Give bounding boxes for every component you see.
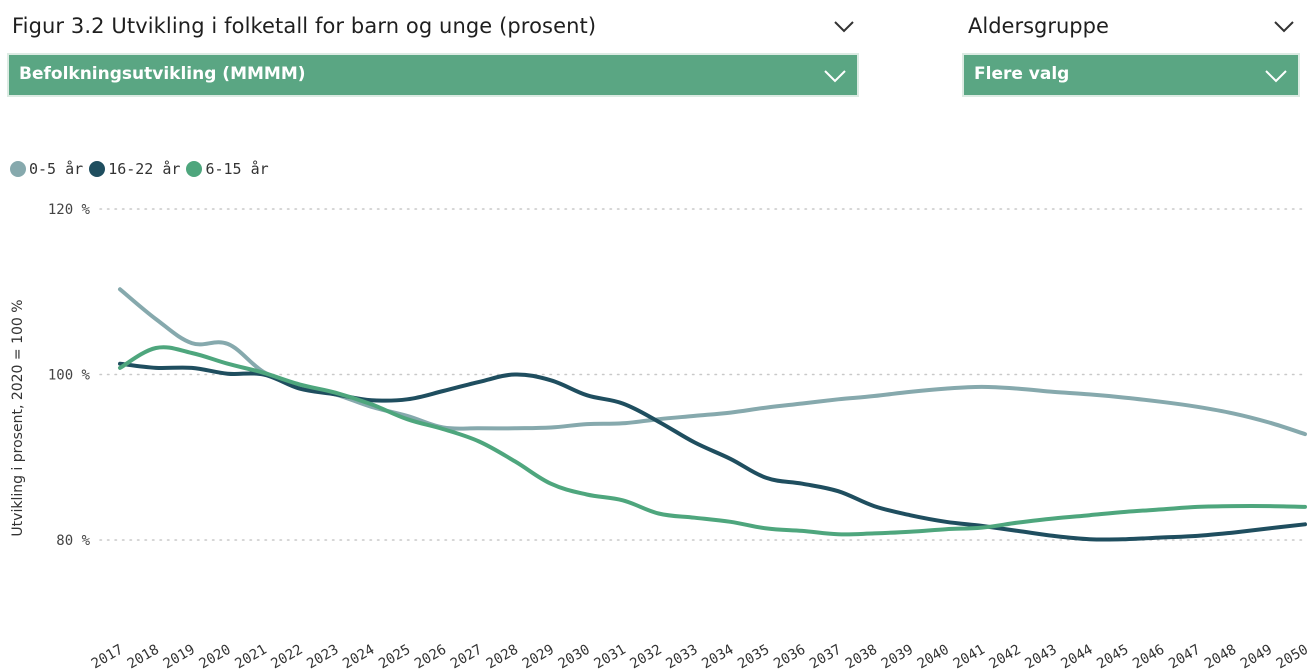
legend-item-0-5[interactable]: 0-5 år [10,160,83,178]
x-tick-label: 2032 [627,642,664,671]
chevron-down-icon [824,70,846,83]
series-line-16-22[interactable] [118,361,1307,542]
x-tick-label: 2046 [1130,642,1167,671]
x-tick-label: 2029 [520,642,557,671]
x-tick-label: 2045 [1094,642,1131,671]
y-axis-title: Utvikling i prosent, 2020 = 100 % [10,299,26,536]
series-line-0-5[interactable] [118,287,1307,437]
x-tick-label: 2021 [232,642,269,671]
legend-marker [10,161,26,177]
x-tick-label: 2044 [1058,642,1095,671]
x-tick-label: 2031 [592,642,629,671]
chevron-down-icon [1265,70,1287,83]
x-tick-label: 2047 [1166,642,1203,671]
x-tick-label: 2028 [484,642,521,671]
x-tick-label: 2027 [448,642,485,671]
chevron-down-icon[interactable] [1273,18,1295,34]
chart-legend: 0-5 år 16-22 år 6-15 år [10,158,275,180]
x-tick-label: 2026 [412,642,449,671]
x-tick-label: 2036 [771,642,808,671]
chevron-down-icon[interactable] [833,18,855,34]
x-tick-label: 2039 [879,642,916,671]
legend-label: 0-5 år [29,160,84,178]
x-tick-label: 2041 [951,642,988,671]
x-tick-label: 2019 [161,642,198,671]
series-line-6-15[interactable] [118,345,1307,537]
x-tick-label: 2022 [268,642,305,671]
agegroup-dropdown[interactable]: Flere valg [964,55,1298,95]
y-tick-label: 80 % [56,533,90,549]
x-tick-label: 2025 [376,642,413,671]
chart-title: Figur 3.2 Utvikling i folketall for barn… [12,14,597,38]
x-tick-label: 2017 [89,642,126,671]
y-tick-label: 100 % [48,368,91,384]
measure-dropdown[interactable]: Befolkningsutvikling (MMMM) [9,55,857,95]
x-tick-label: 2042 [987,642,1024,671]
y-tick-label: 120 % [48,202,91,218]
x-tick-label: 2048 [1202,642,1239,671]
x-tick-label: 2024 [340,642,377,671]
x-tick-label: 2043 [1022,642,1059,671]
x-tick-label: 2034 [699,642,736,671]
x-tick-label: 2050 [1274,642,1309,671]
legend-marker [89,161,106,177]
x-tick-label: 2040 [915,642,952,671]
x-tick-label: 2038 [843,642,880,671]
filter-label-agegroup: Aldersgruppe [968,14,1109,38]
x-tick-label: 2033 [663,642,700,671]
x-tick-label: 2018 [125,642,162,671]
legend-label: 16-22 år [108,160,181,178]
x-tick-label: 2037 [807,642,844,671]
legend-label: 6-15 år [205,160,269,178]
legend-item-6-15[interactable]: 6-15 år [186,160,269,178]
x-tick-label: 2020 [197,642,234,671]
legend-marker [186,161,203,177]
agegroup-dropdown-value: Flere valg [974,64,1070,84]
x-tick-label: 2035 [735,642,772,671]
x-tick-label: 2023 [304,642,341,671]
measure-dropdown-value: Befolkningsutvikling (MMMM) [19,64,306,84]
x-tick-label: 2049 [1238,642,1275,671]
x-tick-label: 2030 [556,642,593,671]
legend-item-16-22[interactable]: 16-22 år [89,160,180,178]
